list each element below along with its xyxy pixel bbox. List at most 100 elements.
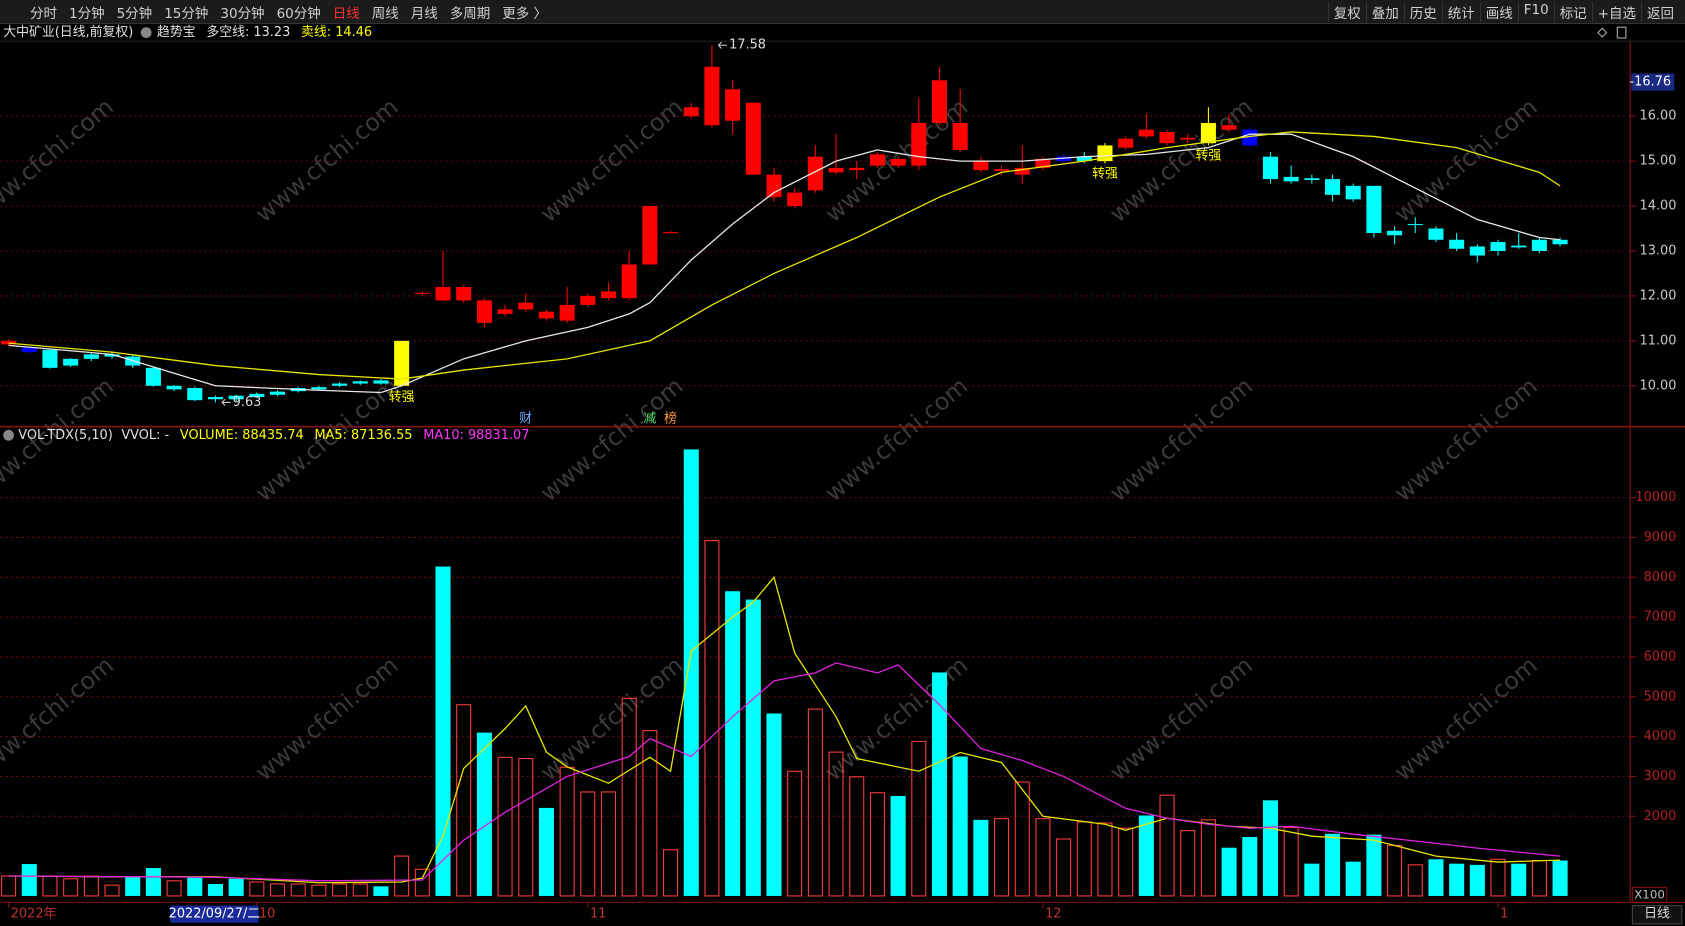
candle-body <box>911 122 927 166</box>
y-tick-label: 16.00 <box>1640 109 1677 124</box>
candle-body <box>83 354 99 359</box>
volume-bar <box>1221 847 1237 896</box>
candle-body <box>807 156 823 191</box>
period-tab[interactable]: 日线 <box>332 5 360 22</box>
unit-label: X100 <box>1634 887 1665 901</box>
event-marker: 财 <box>519 412 532 427</box>
volume-bar <box>911 740 927 897</box>
candle-body <box>1221 125 1237 130</box>
candle-body <box>1531 239 1547 252</box>
period-tab[interactable]: 60分钟 <box>276 5 321 22</box>
volume-bar <box>869 792 885 897</box>
candle-body <box>849 167 865 171</box>
candle-body <box>373 380 389 384</box>
period-box <box>1631 905 1683 925</box>
indicator-stat: VVOL: - <box>121 428 169 443</box>
signal-label: 转强 <box>389 390 415 405</box>
x-tick-label: 10 <box>259 907 275 922</box>
candle-body <box>394 340 410 386</box>
volume-bar <box>1180 830 1196 897</box>
candle-body <box>1180 137 1196 140</box>
candle-body <box>414 292 430 294</box>
volume-bar <box>394 855 410 897</box>
candle-body <box>1035 158 1051 168</box>
candle-body <box>1262 156 1278 180</box>
candle-body <box>745 102 761 175</box>
volume-bar <box>1407 864 1423 897</box>
period-tab[interactable]: 15分钟 <box>164 5 209 22</box>
toolbar-button[interactable]: +自选 <box>1591 1 1641 22</box>
chart: www.cfchi.com www.cfchi.com www.cfchi.com w… <box>0 24 1685 926</box>
candle-body <box>497 309 513 314</box>
volume-bar <box>352 883 368 897</box>
candle-body <box>269 391 286 395</box>
annotation-label: 9.63 <box>233 395 262 410</box>
toolbar-button[interactable]: 标记 <box>1553 1 1592 22</box>
candle-body <box>1014 167 1030 175</box>
period-tab[interactable]: 更多 〉 <box>502 5 548 22</box>
volume-bar <box>683 449 699 896</box>
volume-bar <box>1469 864 1485 896</box>
period-tab[interactable]: 多周期 <box>449 5 491 22</box>
candle-body <box>352 381 368 384</box>
toolbar-button[interactable]: F10 <box>1517 1 1554 22</box>
candle-body <box>683 107 699 117</box>
candle-body <box>63 358 79 366</box>
candle-body <box>21 347 37 353</box>
volume-bar <box>766 713 782 896</box>
candle-body <box>456 286 472 301</box>
cursor-date-box <box>170 905 259 923</box>
volume-bar <box>973 819 989 896</box>
volume-bar <box>1097 822 1113 897</box>
period-tab[interactable]: 周线 <box>371 5 399 22</box>
period-tab[interactable]: 1分钟 <box>69 5 105 22</box>
y-tick-label: 2000 <box>1644 809 1677 824</box>
candle-body <box>228 395 244 400</box>
volume-bar <box>1242 836 1258 896</box>
volume-bar <box>890 795 906 896</box>
candle-body <box>1076 156 1092 162</box>
indicator-stat: MA5: 87136.55 <box>314 428 412 443</box>
volume-bar <box>104 884 120 897</box>
candle-body <box>828 167 844 173</box>
candle-body <box>1552 239 1568 245</box>
volume-bar <box>1283 826 1299 897</box>
toolbar-button[interactable]: 返回 <box>1641 1 1679 22</box>
candle-body <box>1159 131 1175 144</box>
volume-bar <box>290 883 306 897</box>
period-tab[interactable]: 月线 <box>410 5 438 22</box>
header-item: 多空线: 13.23 <box>206 25 290 40</box>
period-tab[interactable]: 分时 <box>30 5 57 22</box>
volume-bar <box>1035 818 1051 897</box>
indicator-title: VOL-TDX(5,10) <box>18 428 112 443</box>
period-label: 日线 <box>1644 907 1670 922</box>
volume-ma-line <box>8 662 1561 882</box>
volume-bar <box>1428 859 1444 896</box>
header-item: 趋势宝 <box>157 24 196 40</box>
toolbar-button[interactable]: 复权 <box>1327 1 1366 22</box>
candle-body <box>1428 228 1444 240</box>
toolbar-button[interactable]: 统计 <box>1441 1 1480 22</box>
candle-body <box>1304 178 1320 181</box>
y-tick-label: 6000 <box>1644 649 1677 664</box>
volume-bar <box>311 884 327 897</box>
candle-body <box>249 393 265 398</box>
volume-bar <box>1014 781 1030 897</box>
toolbar-button[interactable]: 历史 <box>1403 1 1442 22</box>
signal-label: 转强 <box>1196 149 1222 164</box>
y-tick-label: 10.00 <box>1640 378 1677 393</box>
volume-bar <box>1490 858 1506 897</box>
candle-body <box>476 300 492 323</box>
volume-bar <box>228 878 244 896</box>
candle-body <box>890 158 906 166</box>
candle-body <box>580 295 596 305</box>
candle-body <box>435 286 451 301</box>
toolbar-button[interactable]: 叠加 <box>1365 1 1404 22</box>
period-tab[interactable]: 5分钟 <box>116 5 153 22</box>
volume-bar <box>166 880 182 897</box>
price-marker-label: 16.76 <box>1634 75 1671 90</box>
period-tab[interactable]: 30分钟 <box>220 5 265 22</box>
volume-bar <box>1552 860 1568 896</box>
toolbar-button[interactable]: 画线 <box>1479 1 1518 22</box>
